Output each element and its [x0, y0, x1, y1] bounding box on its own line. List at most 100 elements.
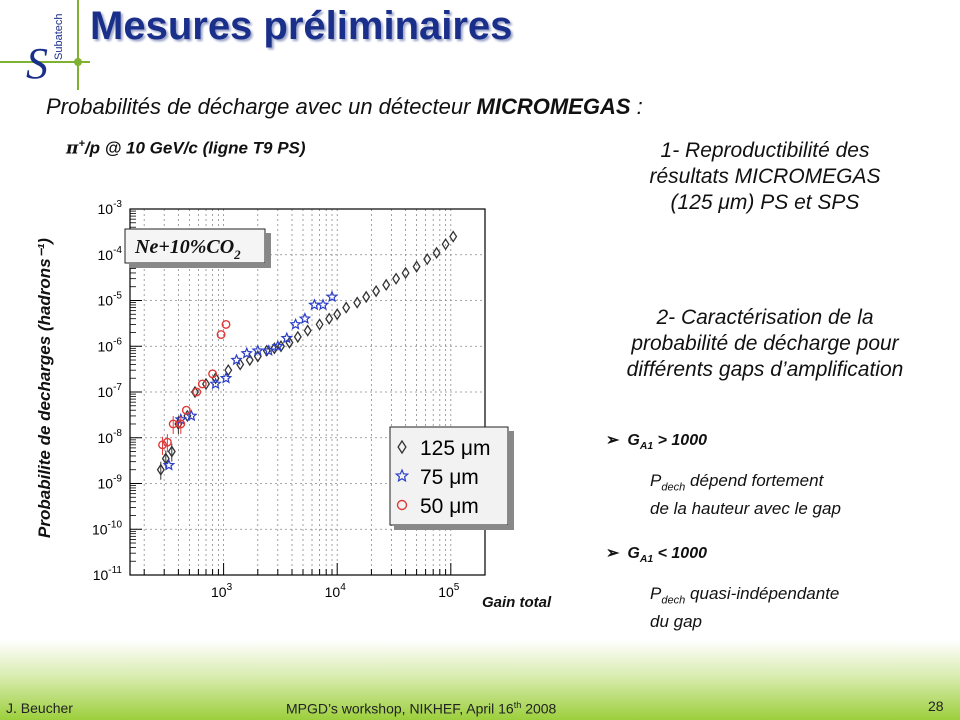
data-point [158, 440, 167, 450]
footer-author: J. Beucher [6, 700, 73, 716]
data-point [432, 246, 441, 260]
data-point [162, 437, 172, 447]
data-point [293, 330, 302, 344]
arrow-icon: ➢ [606, 432, 620, 449]
note-p: P [650, 471, 662, 490]
data-point [372, 284, 381, 298]
data-point [192, 387, 202, 397]
logo: S Subatech [0, 0, 90, 90]
data-point [230, 353, 243, 366]
data-point [262, 344, 276, 356]
data-point [315, 318, 324, 331]
data-point [162, 458, 176, 471]
data-point [401, 266, 410, 280]
y-tick-label: 10-4 [98, 245, 123, 263]
data-points [156, 230, 458, 480]
footer-event-suffix: 2008 [521, 700, 557, 717]
data-point [209, 377, 222, 390]
point1-line: 1- Reproductibilité des [660, 139, 870, 162]
data-point [197, 379, 207, 389]
beam-symbol: π [66, 138, 79, 159]
svg-text:S: S [26, 39, 48, 88]
data-point [208, 369, 218, 379]
footer-bar [0, 640, 960, 720]
y-tick-label: 10-3 [98, 199, 123, 217]
data-point [423, 252, 432, 266]
data-point [298, 312, 312, 325]
point2-line: probabilité de décharge pour [631, 332, 899, 355]
data-point [325, 290, 339, 303]
page-number: 28 [928, 698, 944, 714]
y-tick-labels: 10-3 10-4 10-5 10-6 10-7 10-8 10-9 10-10 10-11 [92, 199, 122, 583]
data-point [219, 371, 233, 384]
subtitle: Probabilités de décharge avec un détecte… [46, 94, 643, 120]
y-tick-label: 10-7 [98, 382, 123, 400]
page-title: Mesures préliminaires [90, 4, 513, 48]
annotation-sub: 2 [233, 247, 241, 262]
point-characterization: 2- Caractérisation de la probabilité de … [585, 305, 945, 383]
legend-label: 75 μm [420, 466, 479, 489]
x-tick-label: 105 [438, 582, 460, 600]
note-line: dépend fortement [685, 471, 824, 490]
data-point [449, 230, 458, 243]
data-point [211, 372, 220, 385]
legend-marker [394, 468, 410, 483]
data-point [156, 463, 165, 476]
svg-text:Ne+10%CO2: Ne+10%CO2 [134, 236, 241, 262]
bullet-g: G [627, 545, 640, 562]
footer-event: MPGD’s workshop, NIKHEF, April 16th 2008 [286, 700, 556, 717]
data-point [167, 445, 176, 458]
legend-label: 50 μm [420, 495, 479, 518]
bullet-g: G [627, 432, 640, 449]
point2-line: différents gaps d’amplification [626, 358, 904, 381]
data-point [308, 298, 321, 311]
subtitle-prefix: Probabilités de décharge avec un détecte… [46, 94, 477, 119]
footer-event-sup: th [513, 700, 522, 710]
bullet-g-sub: A1 [639, 554, 654, 566]
x-tick-labels: 103 104 105 [211, 582, 460, 600]
y-tick-label: 10-10 [92, 519, 122, 537]
bullet-gain-high: ➢ GA1 > 1000 [606, 430, 707, 452]
point1-line: (125 μm) PS et SPS [670, 191, 860, 214]
legend-marker [397, 439, 407, 455]
data-point [240, 346, 253, 359]
point-reproducibility: 1- Reproductibilité des résultats MICROM… [600, 138, 930, 216]
legend-marker [396, 499, 408, 511]
legend-label: 125 μm [420, 437, 490, 460]
note-p: P [650, 584, 662, 603]
discharge-probability-chart: 10-3 10-4 10-5 10-6 10-7 10-8 10-9 10-10 10-11 1… [92, 199, 514, 600]
data-point [201, 377, 211, 391]
data-point [280, 331, 294, 344]
bullet-rest: > 1000 [653, 432, 707, 449]
data-point [176, 419, 186, 429]
beam-description: π+/p @ 10 GeV/c (ligne T9 PS) [66, 138, 306, 159]
data-point [333, 308, 342, 321]
data-point [412, 260, 421, 273]
data-point [353, 296, 362, 309]
annotation-text: Ne+10%CO [134, 236, 234, 258]
note-gain-low: Pdech quasi-indépendante du gap [650, 583, 839, 632]
y-axis-label: Probabilite de decharges (hadrons⁻¹) [35, 238, 54, 538]
data-point [270, 342, 279, 355]
data-point [271, 339, 285, 352]
data-point [362, 290, 371, 304]
data-point [245, 353, 254, 367]
logo-text: Subatech [53, 14, 65, 60]
data-point [441, 238, 450, 251]
footer-event-prefix: MPGD’s workshop, NIKHEF, April 16 [286, 700, 514, 717]
note-line: quasi-indépendante [685, 584, 840, 603]
bullet-g-sub: A1 [639, 441, 654, 453]
data-point [289, 317, 302, 330]
x-axis-label: Gain total [482, 594, 552, 611]
arrow-icon: ➢ [606, 545, 620, 562]
data-point [181, 405, 191, 415]
gas-annotation: Ne+10%CO2 [124, 228, 271, 268]
y-tick-label: 10-9 [98, 474, 123, 492]
point1-line: résultats MICROMEGAS [649, 165, 881, 188]
y-tick-label: 10-8 [98, 428, 123, 446]
beam-sup: + [78, 138, 85, 150]
note-sub: dech [661, 481, 686, 494]
legend: 125 μm 75 μm 50 μm [389, 426, 514, 530]
beam-rest: /p @ 10 GeV/c (ligne T9 PS) [84, 138, 306, 158]
data-point [382, 278, 391, 292]
